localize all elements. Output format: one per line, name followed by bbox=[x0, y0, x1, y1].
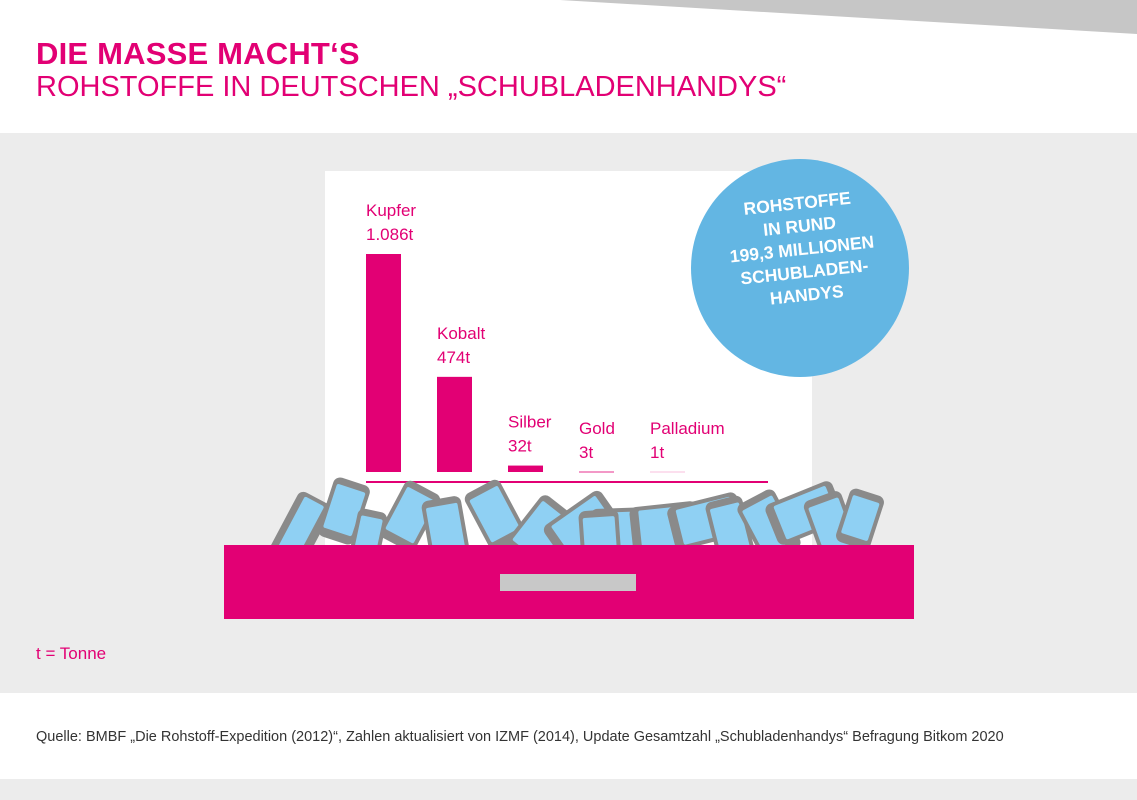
bars-layer: 1.086t Kupfer 474t Kobalt 32t Silber 3t Gold 1t P… bbox=[366, 201, 725, 473]
value-label-kupfer: 1.086t bbox=[366, 225, 414, 244]
phone-screen bbox=[426, 502, 466, 558]
bottom-band bbox=[0, 779, 1137, 800]
value-label-gold: 3t bbox=[579, 443, 593, 462]
phone-screen bbox=[841, 495, 880, 541]
info-badge-text: ROHSTOFFE IN RUND 199,3 MILLIONEN SCHUBL… bbox=[685, 181, 920, 319]
mobile-phone-icon bbox=[379, 480, 441, 552]
drawer-handle bbox=[500, 574, 636, 591]
phone-screen bbox=[385, 487, 436, 544]
value-label-kobalt: 474t bbox=[437, 348, 470, 367]
bar-silber bbox=[508, 465, 543, 472]
category-label-gold: Gold bbox=[579, 419, 615, 438]
category-label-silber: Silber bbox=[508, 413, 552, 432]
bar-kupfer bbox=[366, 254, 401, 472]
value-label-silber: 32t bbox=[508, 437, 532, 456]
raw-materials-chart: 1.086t Kupfer 474t Kobalt 32t Silber 3t Gold 1t P… bbox=[224, 159, 914, 619]
source-note: Quelle: BMBF „Die Rohstoff-Expedition (2… bbox=[36, 729, 1004, 745]
phone-screen bbox=[323, 484, 366, 537]
info-badge-circle bbox=[691, 159, 909, 377]
header-corner-band bbox=[560, 0, 1137, 34]
mobile-phone-icon bbox=[836, 488, 884, 550]
category-label-palladium: Palladium bbox=[650, 419, 725, 438]
unit-note: t = Tonne bbox=[36, 644, 107, 663]
mobile-phone-icon bbox=[464, 479, 526, 551]
phone-screen bbox=[469, 486, 520, 543]
page-title: DIE MASSE MACHT‘S bbox=[36, 36, 360, 71]
page-subtitle: ROHSTOFFE IN DEUTSCHEN „SCHUBLADENHANDYS… bbox=[36, 71, 787, 103]
value-label-palladium: 1t bbox=[650, 443, 664, 462]
category-label-kobalt: Kobalt bbox=[437, 324, 485, 343]
category-label-kupfer: Kupfer bbox=[366, 201, 416, 220]
corner-band-shape bbox=[560, 0, 1137, 34]
bar-kobalt bbox=[437, 376, 472, 472]
